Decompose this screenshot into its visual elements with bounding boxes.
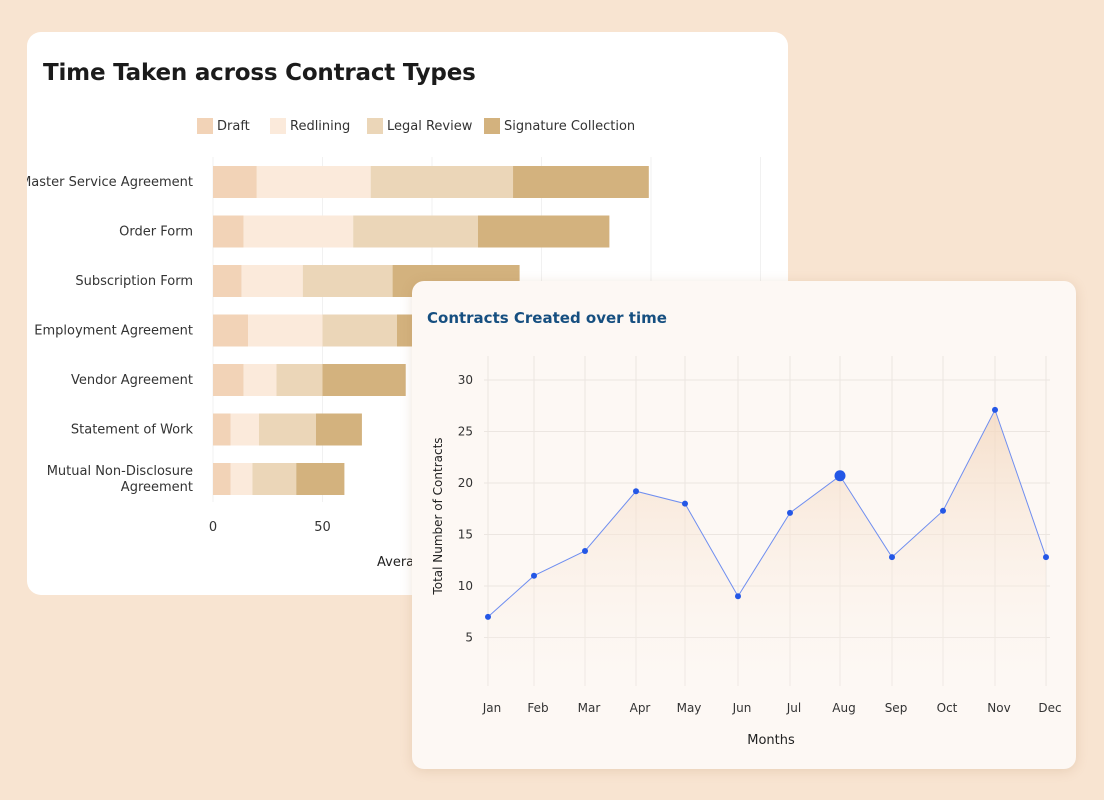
bar-segment[interactable] [296,463,345,495]
bar-segment[interactable] [213,364,244,396]
legend-swatch-redlining [270,118,286,134]
line-point[interactable] [889,554,895,561]
bar-chart-title: Time Taken across Contract Types [43,60,476,86]
contracts-created-card: Contracts Created over time 5 10 15 20 25 30 … [412,281,1076,769]
line-chart-x-axis-label: Months [747,733,795,748]
line-point-highlighted[interactable] [834,470,846,482]
bar-segment[interactable] [353,215,478,248]
bar-segment[interactable] [252,463,297,495]
line-x-tick-label: Dec [1038,701,1061,715]
line-x-tick-label: Aug [832,701,855,715]
bar-chart-category-labels: Master Service Agreement Order Form Subscr… [27,175,193,495]
bar-segment[interactable] [230,463,253,495]
line-point[interactable] [787,509,793,516]
line-point[interactable] [940,507,946,514]
line-x-tick-label: Oct [937,701,958,715]
bar-category-label: Statement of Work [71,423,194,438]
legend-label-legal-review: Legal Review [387,119,473,134]
bar-category-label: Order Form [119,225,193,240]
line-point[interactable] [992,406,998,413]
bar-segment[interactable] [241,265,303,297]
line-point[interactable] [1043,554,1049,561]
line-chart-x-ticks: Jan Feb Mar Apr May Jun Jul Aug Sep Oct Nov Dec [482,701,1062,715]
bar-category-label: Subscription Form [75,274,193,289]
legend-label-draft: Draft [217,119,250,134]
bar-segment[interactable] [213,215,244,248]
bar-segment[interactable] [213,463,231,495]
bar-chart-x-ticks: 0 50 [209,520,331,535]
legend-swatch-signature-collection [484,118,500,134]
line-y-tick-label: 25 [458,425,473,439]
contracts-area-chart: 5 10 15 20 25 30 Jan Feb Mar Apr May Jun Jul Aug Sep O… [431,356,1062,748]
line-point[interactable] [531,572,537,579]
line-y-tick-label: 20 [458,476,473,490]
bar-segment[interactable] [322,364,406,396]
line-point[interactable] [582,547,588,554]
bar-segment[interactable] [477,215,610,248]
bar-segment[interactable] [322,314,397,347]
line-x-tick-label: Nov [987,701,1010,715]
bar-segment[interactable] [276,364,323,396]
line-x-tick-label: Apr [630,701,651,715]
line-x-tick-label: Feb [527,701,548,715]
bar-category-label: Mutual Non-Disclosure Agreement [47,464,193,495]
bar-segment[interactable] [258,413,316,446]
line-x-tick-label: Jul [786,701,801,715]
line-point[interactable] [633,488,639,495]
line-y-tick-label: 5 [465,631,473,645]
bar-segment[interactable] [243,215,354,248]
line-chart-points [485,406,1049,620]
bar-category-label: Master Service Agreement [27,175,193,190]
legend-label-signature-collection: Signature Collection [504,119,636,134]
bar-segment[interactable] [243,364,277,396]
bar-segment[interactable] [315,413,362,446]
line-chart-y-axis-label: Total Number of Contracts [431,437,445,595]
bar-segment[interactable] [302,265,393,297]
bar-segment[interactable] [213,314,249,347]
line-y-tick-label: 30 [458,373,473,387]
line-point[interactable] [682,500,688,507]
line-chart-y-ticks: 5 10 15 20 25 30 [458,373,473,645]
line-y-tick-label: 10 [458,579,473,593]
line-chart-title: Contracts Created over time [427,309,667,327]
bar-segment[interactable] [213,166,257,198]
bar-segment[interactable] [248,314,323,347]
line-chart-series-line [487,408,1047,618]
bar-category-label: Vendor Agreement [71,373,193,388]
bar-segment[interactable] [370,166,514,198]
legend-swatch-legal-review [367,118,383,134]
bar-segment[interactable] [230,413,259,446]
bar-x-tick-label: 0 [209,520,217,535]
bar-chart-x-axis-label: Averag [377,555,422,570]
line-point[interactable] [485,613,491,620]
line-point[interactable] [735,593,741,600]
legend-swatch-draft [197,118,213,134]
bar-category-label: Employment Agreement [34,324,193,339]
bar-segment[interactable] [213,265,242,297]
bar-segment[interactable] [256,166,371,198]
legend-label-redlining: Redlining [290,119,351,134]
line-x-tick-label: Jun [732,701,752,715]
bar-x-tick-label: 50 [314,520,331,535]
line-x-tick-label: May [677,701,702,715]
line-y-tick-label: 15 [458,528,473,542]
bar-segment[interactable] [513,166,649,198]
line-x-tick-label: Jan [482,701,502,715]
bar-segment[interactable] [213,413,231,446]
line-x-tick-label: Mar [578,701,601,715]
line-x-tick-label: Sep [885,701,908,715]
line-chart-area-fill [488,409,1046,686]
